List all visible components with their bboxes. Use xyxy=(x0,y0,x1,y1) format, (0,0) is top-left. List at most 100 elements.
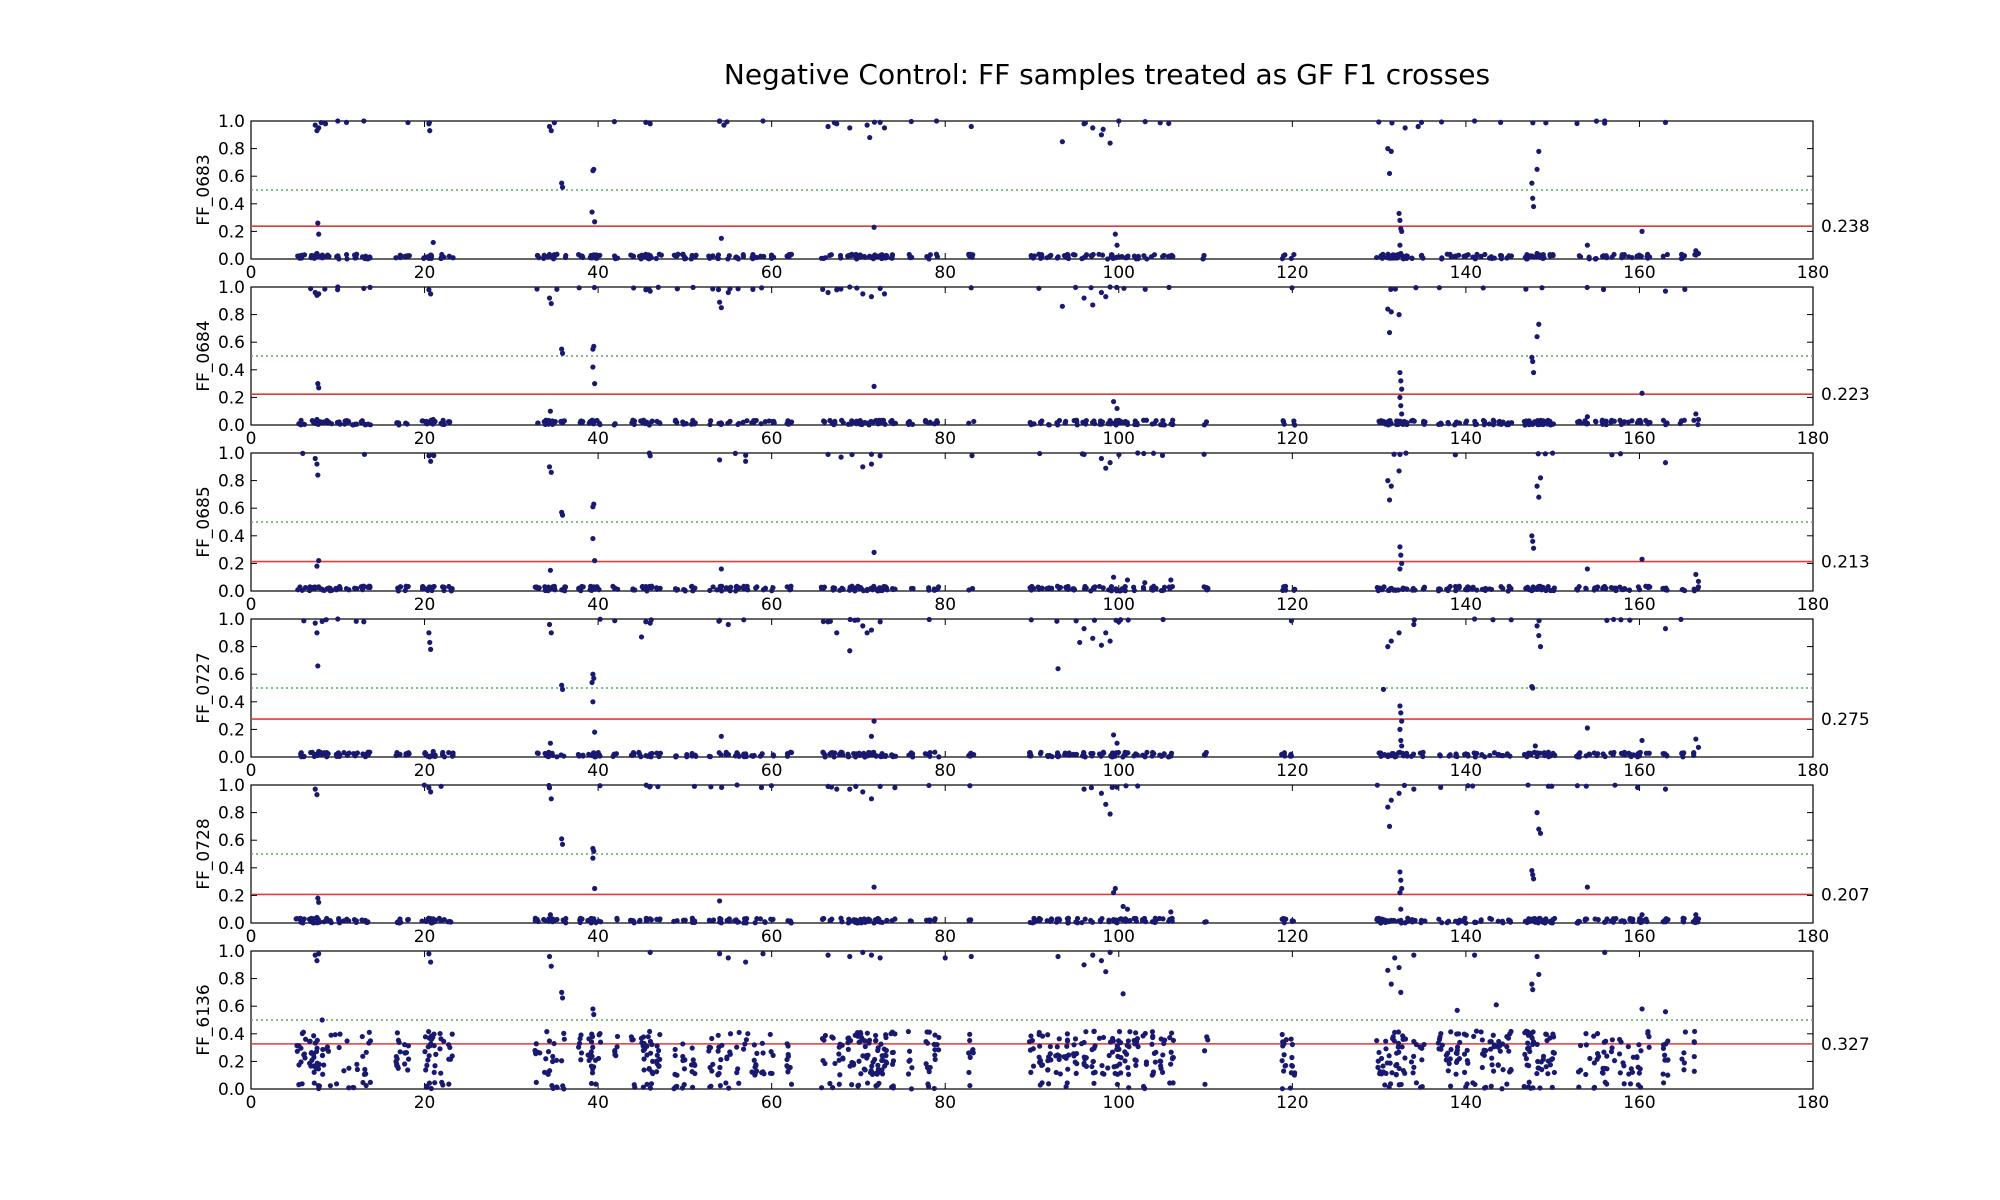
data-point xyxy=(1124,1042,1130,1048)
data-point xyxy=(1402,125,1408,131)
data-point xyxy=(1045,1032,1051,1038)
data-point xyxy=(395,919,401,925)
data-point xyxy=(1695,585,1701,591)
data-point xyxy=(1408,1059,1415,1065)
data-point xyxy=(717,457,723,463)
data-point xyxy=(1074,422,1080,428)
data-point xyxy=(591,675,597,681)
data-point xyxy=(1281,1052,1287,1058)
data-point xyxy=(1584,884,1590,890)
data-point xyxy=(427,639,433,646)
x-tick-label: 100 xyxy=(1103,1093,1135,1113)
data-point xyxy=(1679,251,1685,257)
data-point xyxy=(336,1044,342,1051)
data-point xyxy=(341,918,347,924)
y-tick-label: 0.8 xyxy=(218,306,245,326)
data-point xyxy=(931,587,937,593)
data-point xyxy=(883,753,889,759)
data-point xyxy=(1081,626,1087,632)
data-point xyxy=(1388,309,1394,315)
data-point xyxy=(354,1061,360,1067)
data-point xyxy=(1291,418,1297,424)
data-point xyxy=(760,1050,766,1056)
data-point xyxy=(735,286,741,292)
data-point xyxy=(1159,452,1166,458)
data-point xyxy=(1399,228,1405,234)
data-point xyxy=(590,671,596,677)
data-point xyxy=(906,1048,913,1054)
data-point xyxy=(1446,585,1452,591)
data-point xyxy=(365,584,371,590)
data-point xyxy=(1375,1058,1381,1064)
data-point xyxy=(932,1052,938,1058)
data-point xyxy=(935,584,942,590)
data-point xyxy=(1151,1050,1157,1056)
y-tick-label: 0.6 xyxy=(218,499,245,519)
data-point xyxy=(860,464,866,470)
data-point xyxy=(855,617,861,623)
data-point xyxy=(350,1084,356,1091)
data-point xyxy=(1594,752,1600,759)
data-point xyxy=(827,917,833,924)
data-point xyxy=(612,1052,618,1058)
data-point xyxy=(1088,588,1094,594)
data-point xyxy=(1413,285,1419,291)
data-point xyxy=(1168,909,1174,915)
data-point xyxy=(1487,752,1493,759)
data-point xyxy=(1543,587,1549,594)
data-point xyxy=(884,917,890,923)
data-point xyxy=(1287,1085,1293,1091)
data-point xyxy=(344,1038,350,1044)
data-point xyxy=(397,751,403,757)
data-point xyxy=(1577,1067,1584,1073)
data-point xyxy=(909,254,915,261)
y-tick-label: 1.0 xyxy=(218,444,245,464)
data-point xyxy=(1289,285,1295,291)
data-point xyxy=(967,1082,973,1089)
data-point xyxy=(1629,418,1635,424)
data-point xyxy=(1613,915,1619,922)
data-point xyxy=(819,916,826,923)
chart-title: Negative Control: FF samples treated as … xyxy=(724,58,1490,91)
data-point xyxy=(365,919,371,925)
data-point xyxy=(597,1039,604,1045)
data-point xyxy=(717,1083,724,1089)
data-point xyxy=(1141,253,1147,259)
data-point xyxy=(880,417,887,423)
data-point xyxy=(873,1032,879,1039)
y-tick-label: 1.0 xyxy=(218,776,245,796)
data-point xyxy=(1396,1065,1402,1072)
data-point xyxy=(727,1049,733,1055)
data-point xyxy=(832,1060,838,1067)
data-point xyxy=(405,750,412,756)
data-point xyxy=(1469,783,1476,789)
y-tick-label: 0.6 xyxy=(218,665,245,685)
data-point xyxy=(717,299,723,305)
data-point xyxy=(1593,118,1600,124)
data-point xyxy=(614,255,621,261)
x-tick-label: 20 xyxy=(414,1093,436,1113)
data-point xyxy=(397,584,404,590)
data-point xyxy=(427,128,433,134)
data-point xyxy=(1536,494,1542,500)
data-point xyxy=(1103,801,1109,807)
data-point xyxy=(742,1041,748,1047)
y-tick-label: 0.4 xyxy=(218,1025,245,1045)
data-point xyxy=(1280,915,1287,922)
data-point xyxy=(589,209,595,215)
data-point xyxy=(1551,1069,1557,1076)
data-point xyxy=(1411,1064,1417,1070)
data-point xyxy=(868,952,875,958)
data-point xyxy=(753,417,759,424)
data-point xyxy=(1691,1068,1697,1074)
data-point xyxy=(877,783,883,789)
data-point xyxy=(736,1029,742,1036)
data-point xyxy=(646,422,652,428)
data-point xyxy=(1532,743,1538,749)
data-point xyxy=(892,420,899,426)
data-point xyxy=(647,916,653,922)
data-point xyxy=(562,584,568,590)
data-point xyxy=(1280,1043,1286,1049)
data-point xyxy=(405,119,411,126)
